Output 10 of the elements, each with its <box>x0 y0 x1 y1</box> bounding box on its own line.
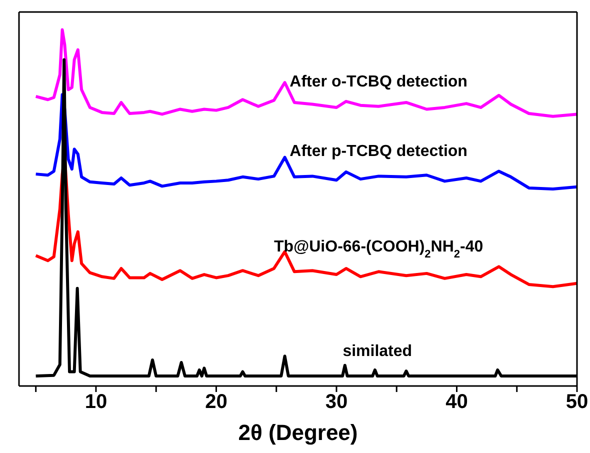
x-tick-label: 20 <box>205 391 228 414</box>
series-label: similated <box>342 343 412 360</box>
x-tick-label: 50 <box>566 391 588 414</box>
series-label: After p-TCBQ detection <box>290 143 468 160</box>
series-label: After o-TCBQ detection <box>290 73 468 90</box>
series-label: Tb@UiO-66-(COOH)$_{2}$NH$_{2}$-40 <box>274 238 484 261</box>
x-tick-label: 30 <box>325 391 348 414</box>
x-tick-label: 10 <box>84 391 108 414</box>
x-axis-title: 2θ (Degree) <box>238 420 358 445</box>
x-tick-label: 40 <box>446 391 468 414</box>
